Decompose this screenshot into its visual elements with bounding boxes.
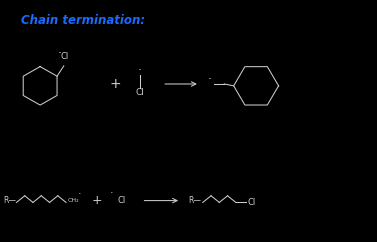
Text: R—: R—	[188, 196, 201, 205]
Text: +: +	[91, 194, 102, 207]
Text: ·: ·	[138, 64, 142, 77]
Text: Cl: Cl	[248, 198, 256, 207]
Text: ·: ·	[78, 189, 81, 199]
Text: Cl: Cl	[135, 88, 144, 97]
Text: Cl: Cl	[60, 53, 68, 61]
Text: CH₂: CH₂	[67, 198, 79, 203]
Text: ·: ·	[207, 73, 211, 86]
Text: Chain termination:: Chain termination:	[21, 14, 146, 27]
Text: Cl: Cl	[118, 196, 126, 205]
Text: ·: ·	[110, 188, 113, 198]
Text: ·: ·	[57, 47, 61, 60]
Text: R—: R—	[4, 196, 17, 205]
Text: +: +	[109, 77, 121, 91]
